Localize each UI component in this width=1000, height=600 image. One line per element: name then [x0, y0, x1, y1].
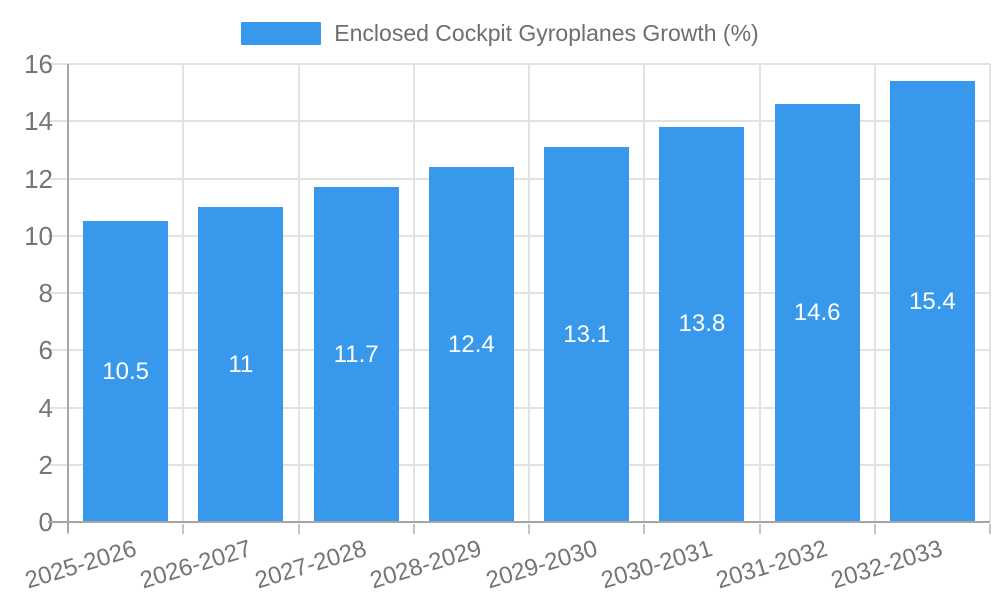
gridline-vertical [643, 64, 646, 522]
bar[interactable] [83, 221, 169, 522]
legend-swatch [241, 22, 322, 45]
gridline-horizontal [48, 406, 990, 409]
gridline-vertical [758, 64, 761, 522]
bar[interactable] [428, 167, 514, 522]
bar[interactable] [544, 147, 630, 522]
legend-item[interactable]: Enclosed Cockpit Gyroplanes Growth (%) [0, 20, 1000, 47]
x-axis-tick-mark [989, 524, 991, 534]
bar-value-label: 10.5 [102, 357, 149, 385]
plot-area: 0 2 4 6 8 10 12 14 16 10.5 2025-2026 11 2026-2027 11.… [22, 51, 991, 594]
gridline-vertical [297, 64, 300, 522]
bar-value-label: 15.4 [909, 287, 956, 315]
y-axis-tick-label: 2 [38, 449, 53, 480]
bar[interactable] [659, 126, 745, 522]
bar[interactable] [774, 104, 860, 522]
x-axis-tick-mark [412, 524, 415, 534]
gridline-horizontal [48, 234, 990, 237]
y-axis-tick-label: 14 [24, 106, 53, 137]
bar-value-label: 11 [228, 350, 254, 378]
gridline-horizontal [48, 463, 990, 466]
x-axis-line [48, 521, 990, 523]
x-axis-tick-mark [873, 524, 876, 534]
gridline-horizontal [48, 63, 990, 65]
y-axis-tick-label: 10 [24, 220, 53, 251]
bar[interactable] [889, 81, 975, 522]
gridline-horizontal [48, 120, 990, 123]
gridline-vertical [412, 64, 415, 522]
bar-value-label: 14.6 [793, 299, 841, 327]
gridline-horizontal [48, 349, 990, 352]
x-axis-tick-mark [182, 524, 185, 534]
gridline-vertical [182, 64, 185, 522]
legend-label: Enclosed Cockpit Gyroplanes Growth (%) [334, 20, 759, 46]
x-axis-tick-mark [643, 524, 646, 534]
gridline-vertical [528, 64, 530, 522]
gridline-vertical [989, 64, 991, 522]
x-axis-tick-mark [528, 524, 530, 534]
y-axis-tick-label: 8 [38, 278, 53, 308]
y-axis-tick-label: 12 [24, 163, 53, 194]
bar-value-label: 13.1 [563, 320, 610, 348]
bar-value-label: 12.4 [448, 330, 495, 358]
gridline-horizontal [48, 292, 990, 294]
y-axis-line [67, 64, 69, 532]
gridline-vertical [873, 64, 876, 522]
y-axis-tick-label: 6 [38, 335, 53, 366]
bar[interactable] [313, 187, 399, 522]
bar-value-label: 13.8 [678, 310, 726, 338]
bar[interactable] [198, 207, 284, 522]
bar-value-label: 11.7 [333, 340, 379, 368]
y-axis-tick-label: 16 [24, 49, 53, 79]
y-axis-tick-label: 4 [38, 392, 53, 423]
gridline-horizontal [48, 177, 990, 180]
x-axis-tick-mark [297, 524, 300, 534]
x-axis-tick-mark [758, 524, 761, 534]
y-axis-tick-label: 0 [38, 507, 53, 537]
